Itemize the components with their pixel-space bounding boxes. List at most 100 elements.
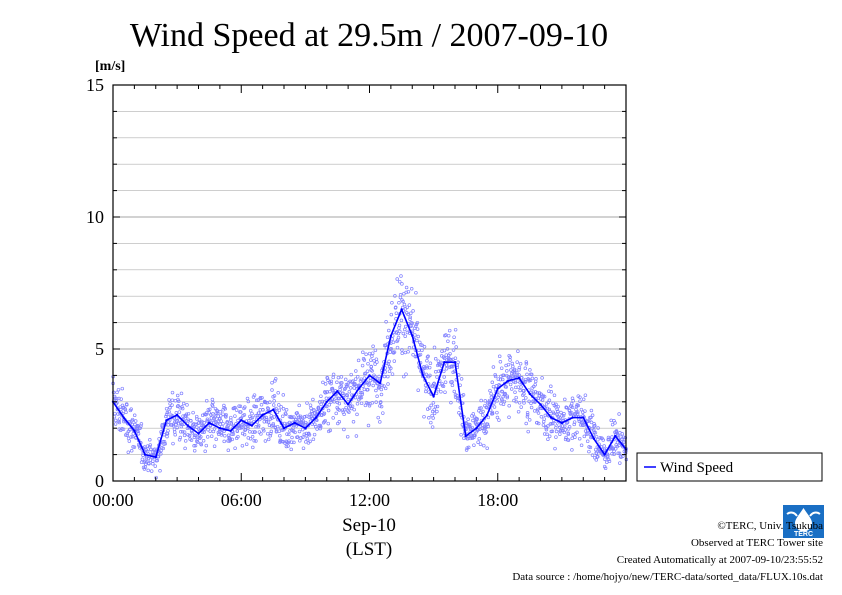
scatter-point [370,401,375,405]
scatter-point [286,444,290,448]
scatter-point [214,437,218,442]
scatter-point [272,399,276,403]
wind-speed-point [346,403,350,406]
wind-speed-line-segment [176,414,189,427]
scatter-point [284,444,289,449]
scatter-point [513,390,517,395]
scatter-point [432,407,436,412]
scatter-point [324,404,329,409]
wind-speed-line-segment [614,435,627,450]
scatter-point [610,452,614,456]
scatter-point [466,417,470,422]
scatter-point [581,397,586,402]
scatter-point [261,408,265,412]
scatter-point [501,373,506,378]
scatter-point [505,395,510,400]
scatter-point [514,395,518,400]
scatter-point [516,379,520,383]
scatter-point [424,372,429,377]
scatter-point [459,432,463,437]
scatter-point [512,367,517,372]
scatter-point [500,390,505,394]
scatter-point [337,420,342,424]
scatter-point [197,417,202,422]
scatter-point [350,404,355,408]
scatter-point [330,386,335,391]
scatter-point [385,335,390,340]
scatter-point [184,412,189,417]
scatter-point [211,412,215,416]
scatter-point [589,420,594,425]
scatter-point [201,439,206,443]
scatter-point [351,420,356,424]
scatter-point [435,375,439,379]
y-tick-label: 5 [95,339,104,359]
scatter-point [360,392,365,397]
wind-speed-point [325,400,328,403]
scatter-point [233,405,237,410]
scatter-point [566,431,570,436]
scatter-point [450,365,455,369]
scatter-point [442,375,446,379]
wind-speed-point [592,437,596,440]
scatter-point [602,444,606,448]
scatter-point [536,421,541,426]
scatter-point [554,402,558,407]
scatter-point [279,405,283,409]
wind-speed-point [443,361,446,364]
scatter-point [202,421,206,425]
scatter-point [582,434,587,439]
scatter-point [483,399,488,403]
scatter-point [473,433,477,438]
scatter-point [478,442,483,446]
scatter-point [371,344,375,349]
scatter-point [623,436,628,440]
scatter-point [242,413,247,417]
scatter-point [399,318,404,323]
wind-speed-point [357,387,360,390]
wind-speed-line-segment [187,424,199,435]
scatter-point [174,411,179,415]
scatter-point [204,443,209,448]
scatter-point [114,396,119,401]
wind-speed-line-segment [369,374,381,384]
scatter-point [603,466,608,471]
scatter-point [329,379,334,384]
scatter-point [522,389,526,393]
scatter-point [365,369,370,373]
scatter-point [504,385,508,389]
scatter-point [136,429,140,434]
scatter-point [235,429,240,434]
scatter-point [445,347,450,351]
wind-speed-point [507,379,510,382]
scatter-point [345,434,350,439]
scatter-point [120,386,125,391]
scatter-point [544,427,549,432]
scatter-point [516,409,521,414]
scatter-point [426,354,430,359]
scatter-point [583,429,588,433]
scatter-point [491,384,496,389]
scatter-point [238,404,243,408]
scatter-point [393,294,397,298]
scatter-point [439,360,443,365]
scatter-point [339,375,344,379]
scatter-point [347,389,352,394]
scatter-point [544,426,548,430]
scatter-point [580,419,585,424]
scatter-point [396,335,401,340]
scatter-point [486,424,491,429]
scatter-point [262,419,267,424]
scatter-point [298,414,303,419]
scatter-point [359,395,364,400]
scatter-point [427,416,431,420]
scatter-point [564,435,568,440]
scatter-point [361,350,365,355]
scatter-point [209,412,213,417]
scatter-point [418,352,423,357]
scatter-point [155,458,160,463]
scatter-point [573,435,577,439]
scatter-point [199,435,203,439]
scatter-point [392,359,397,363]
scatter-point [204,412,208,417]
